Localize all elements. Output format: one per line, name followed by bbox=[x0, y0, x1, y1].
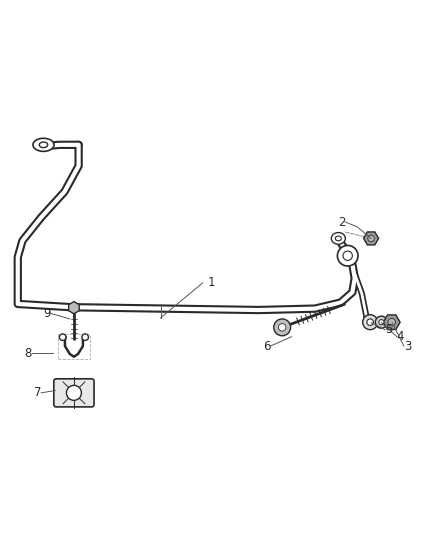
Text: 5: 5 bbox=[385, 323, 392, 336]
Ellipse shape bbox=[363, 314, 378, 330]
Circle shape bbox=[279, 324, 286, 331]
Ellipse shape bbox=[367, 319, 374, 326]
Circle shape bbox=[337, 245, 358, 266]
Text: 2: 2 bbox=[338, 215, 345, 229]
Text: 4: 4 bbox=[397, 330, 404, 343]
Circle shape bbox=[67, 385, 81, 400]
Circle shape bbox=[274, 319, 290, 336]
Circle shape bbox=[368, 235, 374, 241]
Text: 9: 9 bbox=[43, 307, 50, 320]
Ellipse shape bbox=[33, 138, 54, 151]
Circle shape bbox=[82, 334, 88, 341]
Text: 1: 1 bbox=[207, 277, 215, 289]
Ellipse shape bbox=[336, 236, 341, 241]
FancyBboxPatch shape bbox=[54, 379, 94, 407]
Text: 8: 8 bbox=[25, 346, 32, 360]
Text: 7: 7 bbox=[34, 386, 41, 399]
Ellipse shape bbox=[379, 320, 384, 325]
Circle shape bbox=[60, 334, 66, 341]
Circle shape bbox=[343, 251, 353, 261]
Ellipse shape bbox=[39, 142, 48, 148]
Circle shape bbox=[388, 318, 396, 326]
Text: 6: 6 bbox=[263, 340, 271, 352]
Text: 3: 3 bbox=[404, 340, 411, 352]
Ellipse shape bbox=[375, 316, 388, 328]
Ellipse shape bbox=[331, 232, 345, 244]
